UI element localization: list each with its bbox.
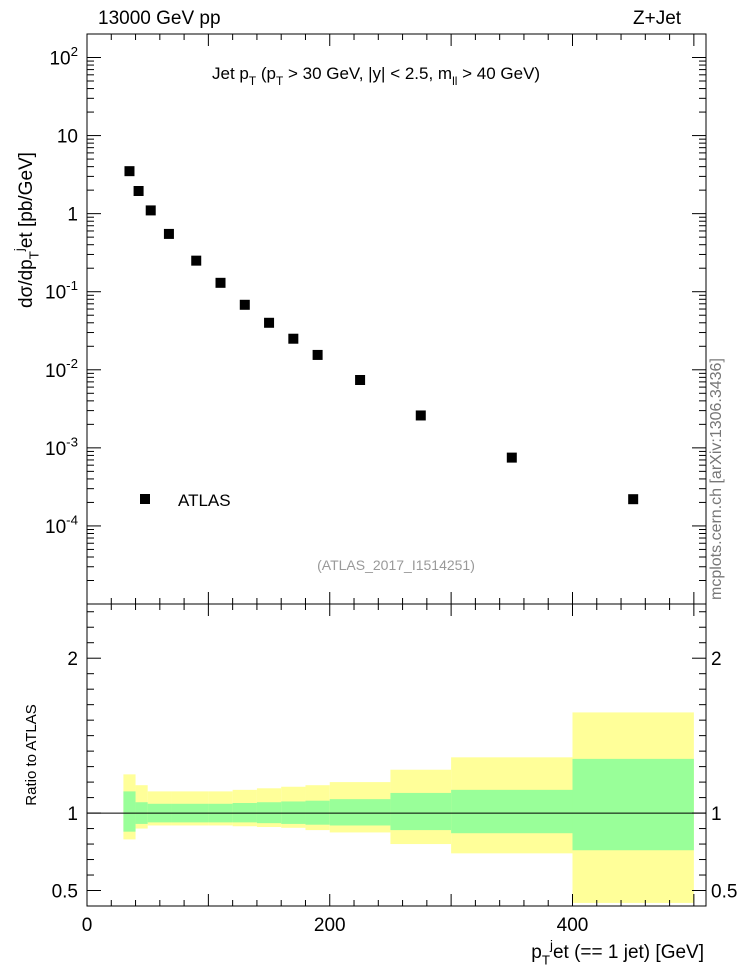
x-tick-label: 400	[557, 915, 589, 936]
data-point	[133, 186, 144, 197]
top-panel-frame	[86, 33, 707, 605]
legend-marker	[140, 494, 150, 504]
ratio-panel-frame	[86, 603, 707, 907]
data-point	[124, 166, 135, 177]
legend-label: ATLAS	[178, 491, 231, 510]
energy-label: 13000 GeV pp	[98, 8, 221, 29]
data-point	[312, 349, 323, 360]
y-tick-label: 102	[49, 44, 78, 70]
chart-title: Jet pT (pT > 30 GeV, |y| < 2.5, mll > 40…	[212, 64, 540, 88]
x-axis-label: pTjet (== 1 jet) [GeV]	[531, 937, 704, 967]
ratio-y-tick-label: 1	[67, 804, 78, 825]
ratio-y-tick-label: 2	[67, 649, 78, 670]
data-point	[355, 374, 366, 385]
ratio-y-axis-label: Ratio to ATLAS	[23, 704, 40, 805]
data-point	[191, 255, 202, 266]
ratio-y-tick-label-right: 0.5	[711, 882, 737, 903]
y-tick-label: 1	[67, 205, 78, 226]
y-tick-label: 10-2	[45, 356, 78, 382]
x-tick-label: 0	[82, 915, 93, 936]
source-label: mcplots.cern.ch [arXiv:1306.3436]	[708, 358, 725, 600]
stat-uncertainty-band	[123, 791, 136, 832]
data-point	[215, 277, 226, 288]
y-axis-label: dσ/dpTjet [pb/GeV]	[11, 152, 41, 308]
data-point	[628, 494, 639, 505]
y-tick-label: 10-3	[45, 434, 78, 460]
y-tick-label: 10-4	[45, 512, 78, 538]
data-point	[264, 317, 275, 328]
stat-uncertainty-band	[572, 758, 694, 851]
data-point	[415, 410, 426, 421]
x-tick-label: 200	[314, 915, 346, 936]
ratio-y-tick-label: 0.5	[52, 882, 78, 903]
ratio-y-tick-label-right: 1	[711, 804, 722, 825]
data-point	[145, 205, 156, 216]
data-point	[239, 299, 250, 310]
analysis-watermark: (ATLAS_2017_I1514251)	[317, 557, 475, 573]
stat-uncertainty-band	[329, 799, 391, 826]
y-tick-label: 10	[57, 127, 78, 148]
stat-uncertainty-band	[390, 792, 452, 831]
data-point	[163, 228, 174, 239]
process-label: Z+Jet	[633, 8, 682, 29]
ratio-y-tick-label-right: 2	[711, 649, 722, 670]
data-point	[288, 333, 299, 344]
stat-uncertainty-band	[451, 789, 573, 834]
y-tick-label: 10-1	[45, 278, 78, 304]
data-point	[506, 452, 517, 463]
